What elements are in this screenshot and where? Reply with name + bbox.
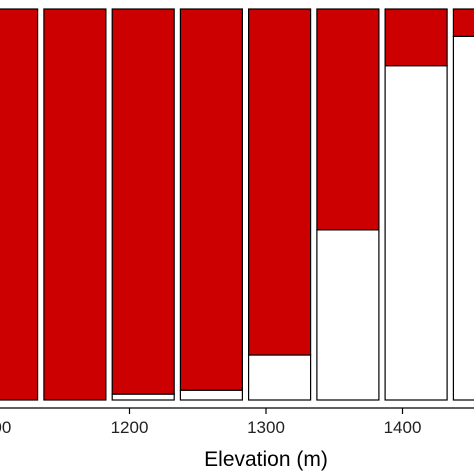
bar-segment-red-3	[111, 8, 175, 395]
x-axis-title: Elevation (m)	[204, 448, 328, 471]
bar-segment-red-8	[452, 8, 474, 37]
bar-segment-white-5	[248, 354, 312, 401]
bar-segment-white-6	[316, 229, 380, 401]
x-tick-label-3: 1400	[384, 418, 422, 437]
bar-segment-white-7	[384, 65, 448, 401]
bar-segment-red-6	[316, 8, 380, 231]
bar-segment-red-7	[384, 8, 448, 67]
x-tick-label-0: 1100	[0, 418, 11, 437]
bar-segment-red-4	[179, 8, 243, 391]
bar-segment-red-5	[248, 8, 312, 356]
bar-segment-white-4	[179, 389, 243, 401]
x-tick-label-1: 1200	[111, 418, 149, 437]
bar-segment-white-3	[111, 393, 175, 401]
x-tick-label-2: 1300	[247, 418, 285, 437]
bar-segment-red-2	[43, 8, 107, 401]
bar-segment-red-1	[0, 8, 39, 401]
bar-segment-white-8	[452, 35, 474, 401]
bars-group	[0, 8, 474, 401]
x-ticks-group: 1100 1200 1300 1400	[0, 408, 421, 437]
